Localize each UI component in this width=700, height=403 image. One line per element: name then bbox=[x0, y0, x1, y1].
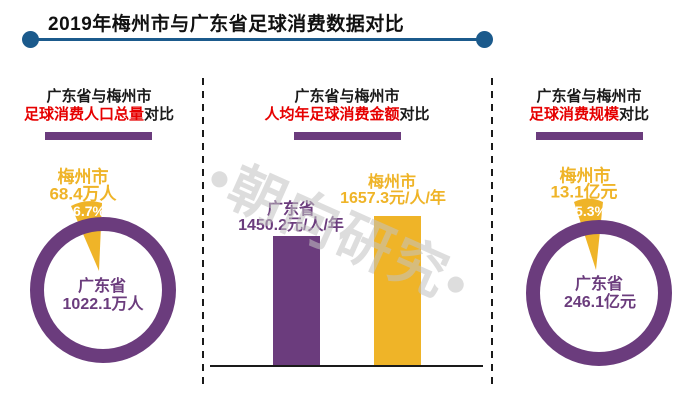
panel-header-line1: 广东省与梅州市 bbox=[536, 88, 642, 105]
panel-header-line1: 广东省与梅州市 bbox=[46, 88, 152, 105]
panel-header-highlight: 人均年足球消费金额 bbox=[264, 106, 400, 123]
bar-guangdong-value: 1450.2元/人/年 bbox=[238, 217, 344, 234]
separator-left bbox=[202, 78, 204, 390]
panel-header-suffix: 对比 bbox=[144, 106, 175, 123]
panel-header-suffix: 对比 bbox=[399, 106, 430, 123]
panel-header-line2: 足球消费人口总量对比 bbox=[0, 106, 199, 124]
panel-divider-per-capita bbox=[294, 132, 401, 140]
panel-header-highlight: 足球消费规模 bbox=[528, 106, 619, 123]
bar-guangdong bbox=[273, 236, 320, 365]
population-donut-ring bbox=[30, 217, 176, 363]
bar-guangdong-label: 广东省 bbox=[266, 201, 316, 218]
bar-meizhou-label: 梅州市 bbox=[367, 174, 417, 191]
scale-share-label: 5.3% bbox=[575, 203, 607, 219]
bar-meizhou-value: 1657.3元/人/年 bbox=[340, 190, 446, 207]
panel-header-population: 广东省与梅州市 足球消费人口总量对比 bbox=[0, 88, 199, 124]
separator-right bbox=[491, 78, 493, 390]
scale-donut-ring bbox=[526, 220, 672, 366]
bar-meizhou bbox=[374, 216, 421, 365]
underline-dot-left-icon bbox=[22, 31, 39, 48]
scale-meizhou-label: 梅州市 bbox=[559, 166, 611, 186]
donut-chart-scale bbox=[526, 198, 672, 366]
bar-chart-baseline bbox=[210, 365, 483, 367]
panel-header-highlight: 足球消费人口总量 bbox=[23, 106, 144, 123]
population-guangdong-value: 1022.1万人 bbox=[62, 296, 144, 313]
panel-header-line1: 广东省与梅州市 bbox=[294, 88, 400, 105]
population-meizhou-label: 梅州市 bbox=[57, 167, 109, 187]
population-share-label: 6.7% bbox=[73, 203, 105, 219]
underline-dot-right-icon bbox=[476, 31, 493, 48]
panel-divider-scale bbox=[536, 132, 643, 140]
population-meizhou-value: 68.4万人 bbox=[49, 184, 117, 204]
panel-header-suffix: 对比 bbox=[619, 106, 650, 123]
page-title: 2019年梅州市与广东省足球消费数据对比 bbox=[48, 14, 405, 35]
panel-header-line2: 人均年足球消费金额对比 bbox=[247, 106, 447, 124]
panel-divider-population bbox=[45, 132, 152, 140]
population-guangdong-label: 广东省 bbox=[77, 278, 127, 295]
panel-header-scale: 广东省与梅州市 足球消费规模对比 bbox=[489, 88, 689, 124]
scale-guangdong-label: 广东省 bbox=[574, 276, 624, 293]
panel-header-line2: 足球消费规模对比 bbox=[489, 106, 689, 124]
scale-meizhou-value: 13.1亿元 bbox=[550, 182, 618, 202]
panel-header-per-capita: 广东省与梅州市 人均年足球消费金额对比 bbox=[247, 88, 447, 124]
donut-chart-population bbox=[30, 201, 176, 363]
scale-guangdong-value: 246.1亿元 bbox=[563, 294, 637, 311]
title-underline bbox=[29, 38, 485, 41]
